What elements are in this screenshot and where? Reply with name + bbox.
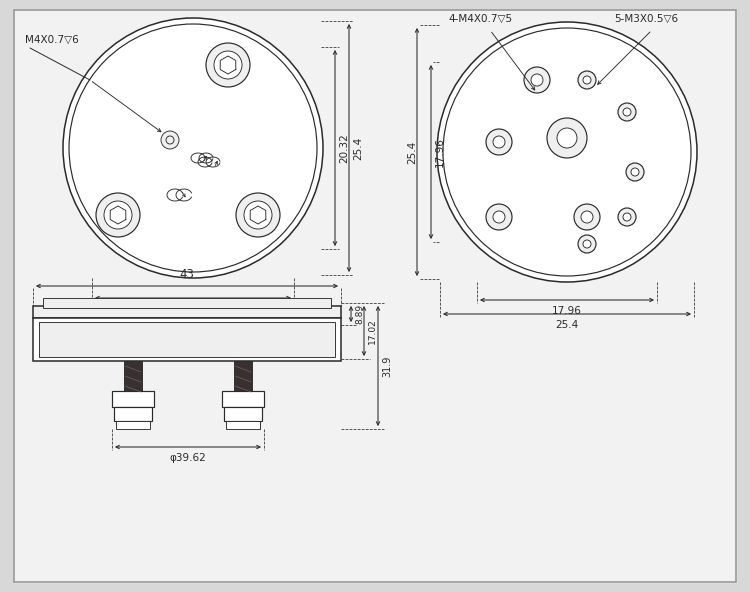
Bar <box>116 421 150 429</box>
Circle shape <box>583 76 591 84</box>
Bar <box>33 306 341 318</box>
Circle shape <box>437 22 697 282</box>
Bar <box>114 407 152 421</box>
Bar <box>222 391 264 407</box>
Bar <box>124 361 142 391</box>
Circle shape <box>206 43 250 87</box>
Text: 25.4: 25.4 <box>407 140 417 163</box>
Text: 17.96: 17.96 <box>435 137 445 167</box>
Circle shape <box>493 211 505 223</box>
Circle shape <box>486 129 512 155</box>
Text: 5-M3X0.5▽6: 5-M3X0.5▽6 <box>614 14 678 24</box>
Text: 17.96: 17.96 <box>552 306 582 316</box>
Circle shape <box>618 103 636 121</box>
Circle shape <box>583 240 591 248</box>
Circle shape <box>524 67 550 93</box>
Bar <box>234 361 252 391</box>
Bar <box>224 407 262 421</box>
Circle shape <box>236 193 280 237</box>
Circle shape <box>626 163 644 181</box>
Circle shape <box>631 168 639 176</box>
Text: 8.89: 8.89 <box>355 304 364 324</box>
Bar <box>33 318 341 361</box>
Circle shape <box>581 211 593 223</box>
Circle shape <box>214 51 242 79</box>
Circle shape <box>623 108 631 116</box>
Text: 17.02: 17.02 <box>368 318 377 344</box>
Circle shape <box>574 204 600 230</box>
Circle shape <box>623 213 631 221</box>
Text: 20.32: 20.32 <box>178 305 208 315</box>
Circle shape <box>547 118 587 158</box>
Bar <box>39 322 335 357</box>
Bar <box>226 421 260 429</box>
Circle shape <box>493 136 505 148</box>
Text: 25.4: 25.4 <box>353 136 363 160</box>
Circle shape <box>244 201 272 229</box>
Text: 43: 43 <box>179 268 194 281</box>
Text: M4X0.7▽6: M4X0.7▽6 <box>25 35 79 45</box>
Circle shape <box>63 18 323 278</box>
Circle shape <box>557 128 577 148</box>
Text: 4-M4X0.7▽5: 4-M4X0.7▽5 <box>448 14 512 24</box>
Bar <box>43 298 331 308</box>
Circle shape <box>578 71 596 89</box>
Text: φ39.62: φ39.62 <box>170 453 206 463</box>
Circle shape <box>618 208 636 226</box>
Circle shape <box>486 204 512 230</box>
Circle shape <box>96 193 140 237</box>
Circle shape <box>104 201 132 229</box>
Text: 20.32: 20.32 <box>339 133 349 163</box>
Text: 31.9: 31.9 <box>382 355 392 377</box>
Circle shape <box>161 131 179 149</box>
Bar <box>112 391 154 407</box>
Circle shape <box>531 74 543 86</box>
Circle shape <box>578 235 596 253</box>
Text: 25.4: 25.4 <box>555 320 579 330</box>
